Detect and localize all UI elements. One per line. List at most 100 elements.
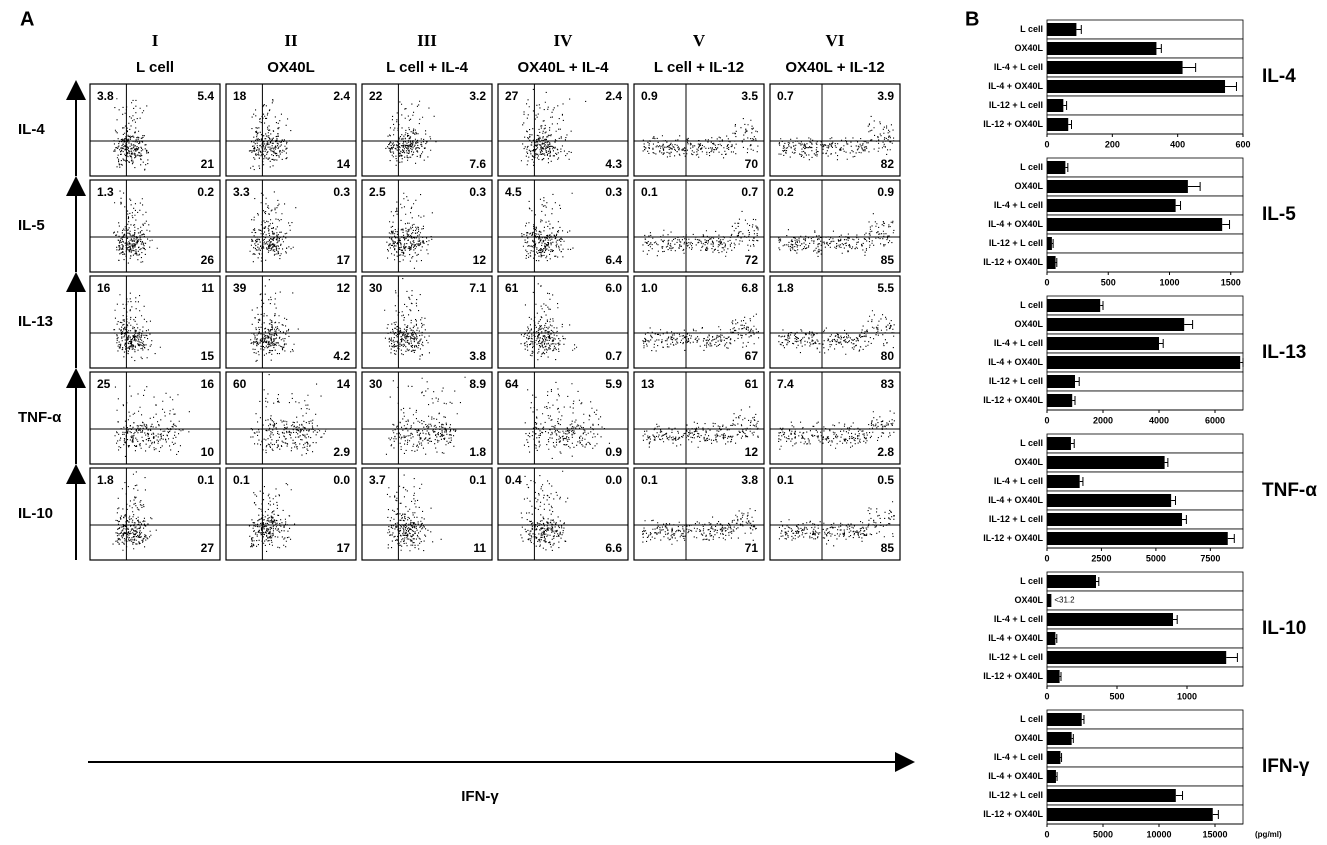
- column-title: OX40L: [267, 59, 315, 76]
- quadrant-upper-right: 61: [745, 377, 759, 391]
- bar: [1047, 61, 1183, 74]
- bar: [1047, 808, 1213, 821]
- quadrant-upper-left: 0.7: [777, 89, 794, 103]
- plot-frame: [225, 179, 357, 273]
- x-tick-label: 15000: [1202, 829, 1227, 839]
- category-label: IL-4 + L cell: [994, 614, 1043, 624]
- column-title: L cell: [136, 59, 174, 76]
- plot-frame: [633, 467, 765, 561]
- error-bar: [1068, 120, 1072, 129]
- quadrant-upper-right: 5.5: [877, 281, 894, 295]
- plot-frame: [769, 467, 901, 561]
- error-bar: [1240, 358, 1244, 367]
- quadrant-lower-right: 12: [745, 445, 759, 459]
- quadrant-lower-right: 17: [337, 541, 351, 555]
- dot-cloud: [113, 98, 149, 171]
- chart-title: IL-4: [1262, 66, 1296, 87]
- column-title: OX40L + IL-4: [517, 59, 609, 76]
- quadrant-lower-right: 1.8: [469, 445, 486, 459]
- category-label: L cell: [1020, 24, 1043, 34]
- dot-cloud: [520, 88, 587, 166]
- column-numeral: II: [284, 31, 298, 50]
- bar: [1047, 318, 1185, 331]
- quadrant-lower-right: 12: [473, 253, 487, 267]
- quadrant-upper-left: 1.8: [97, 473, 114, 487]
- plot-frame: [361, 275, 493, 369]
- category-label: IL-12 + OX40L: [983, 395, 1043, 405]
- quadrant-upper-left: 22: [369, 89, 383, 103]
- plot-frame: [633, 275, 765, 369]
- quadrant-upper-right: 0.1: [469, 473, 486, 487]
- category-label: L cell: [1020, 300, 1043, 310]
- quadrant-lower-right: 85: [881, 253, 895, 267]
- quadrant-upper-right: 12: [337, 281, 351, 295]
- row-frame: [1046, 95, 1244, 116]
- x-tick-label: 0: [1044, 691, 1049, 701]
- flow-plot: 1.3 0.2 26: [89, 179, 221, 273]
- dot-cloud: [112, 471, 157, 551]
- flow-plot: 18 2.4 14: [225, 83, 357, 177]
- error-bar: [1071, 734, 1074, 743]
- row-label: TNF-α: [18, 409, 62, 426]
- category-label: OX40L: [1014, 319, 1043, 329]
- row-frame: [1046, 390, 1244, 411]
- row-label: IL-5: [18, 217, 45, 234]
- quadrant-lower-right: 85: [881, 541, 895, 555]
- quadrant-upper-left: 0.1: [641, 473, 658, 487]
- row-frame: [1046, 233, 1244, 254]
- bar: [1047, 789, 1176, 802]
- category-label: L cell: [1020, 714, 1043, 724]
- plot-frame: [769, 275, 901, 369]
- category-label: IL-12 + OX40L: [983, 671, 1043, 681]
- error-bar: [1175, 791, 1184, 800]
- bar: [1047, 256, 1056, 269]
- column-title: OX40L + IL-12: [785, 59, 884, 76]
- quadrant-upper-right: 0.9: [877, 185, 894, 199]
- plot-frame: [769, 83, 901, 177]
- flow-plot: 25 16 10: [89, 371, 221, 465]
- bar: [1047, 23, 1077, 36]
- x-tick-label: 200: [1105, 139, 1120, 149]
- error-bar: [1222, 220, 1231, 229]
- quadrant-lower-right: 2.9: [333, 445, 350, 459]
- quadrant-upper-left: 60: [233, 377, 247, 391]
- column-numeral: III: [417, 31, 437, 50]
- flow-plot: 0.1 0.0 17: [225, 467, 357, 561]
- dot-cloud: [642, 118, 759, 159]
- quadrant-upper-left: 7.4: [777, 377, 794, 391]
- category-label: IL-12 + OX40L: [983, 119, 1043, 129]
- quadrant-lower-right: 14: [337, 157, 351, 171]
- x-tick-label: 5000: [1146, 553, 1166, 563]
- x-tick-label: 600: [1235, 139, 1250, 149]
- quadrant-upper-right: 6.8: [741, 281, 758, 295]
- quadrant-upper-left: 27: [505, 89, 519, 103]
- quadrant-lower-right: 7.6: [469, 157, 486, 171]
- quadrant-upper-left: 30: [369, 377, 383, 391]
- column-numeral: I: [152, 31, 159, 50]
- x-tick-label: 5000: [1093, 829, 1113, 839]
- category-label: IL-12 + L cell: [989, 790, 1043, 800]
- error-bar: [1055, 772, 1058, 781]
- flow-plot: 0.4 0.0 6.6: [497, 467, 629, 561]
- bar: [1047, 237, 1052, 250]
- category-label: IL-4 + L cell: [994, 200, 1043, 210]
- error-bar: [1070, 439, 1075, 448]
- flow-plot: 7.4 83 2.8: [769, 371, 901, 465]
- quadrant-lower-right: 6.6: [605, 541, 622, 555]
- chart-title: IFN-γ: [1262, 756, 1310, 777]
- bar: [1047, 80, 1226, 93]
- bar: [1047, 713, 1082, 726]
- row-frame: [1046, 157, 1244, 178]
- error-bar: [1225, 82, 1237, 91]
- panel-label: A: [20, 8, 34, 30]
- flow-plot: 30 8.9 1.8: [361, 371, 493, 465]
- dot-cloud: [386, 192, 433, 269]
- flow-plot: 13 61 12: [633, 371, 765, 465]
- quadrant-upper-right: 2.4: [605, 89, 622, 103]
- category-label: IL-12 + L cell: [989, 652, 1043, 662]
- category-label: L cell: [1020, 438, 1043, 448]
- quadrant-upper-right: 8.9: [469, 377, 486, 391]
- error-bar: [1156, 44, 1162, 53]
- quadrant-upper-left: 3.7: [369, 473, 386, 487]
- category-label: IL-12 + L cell: [989, 376, 1043, 386]
